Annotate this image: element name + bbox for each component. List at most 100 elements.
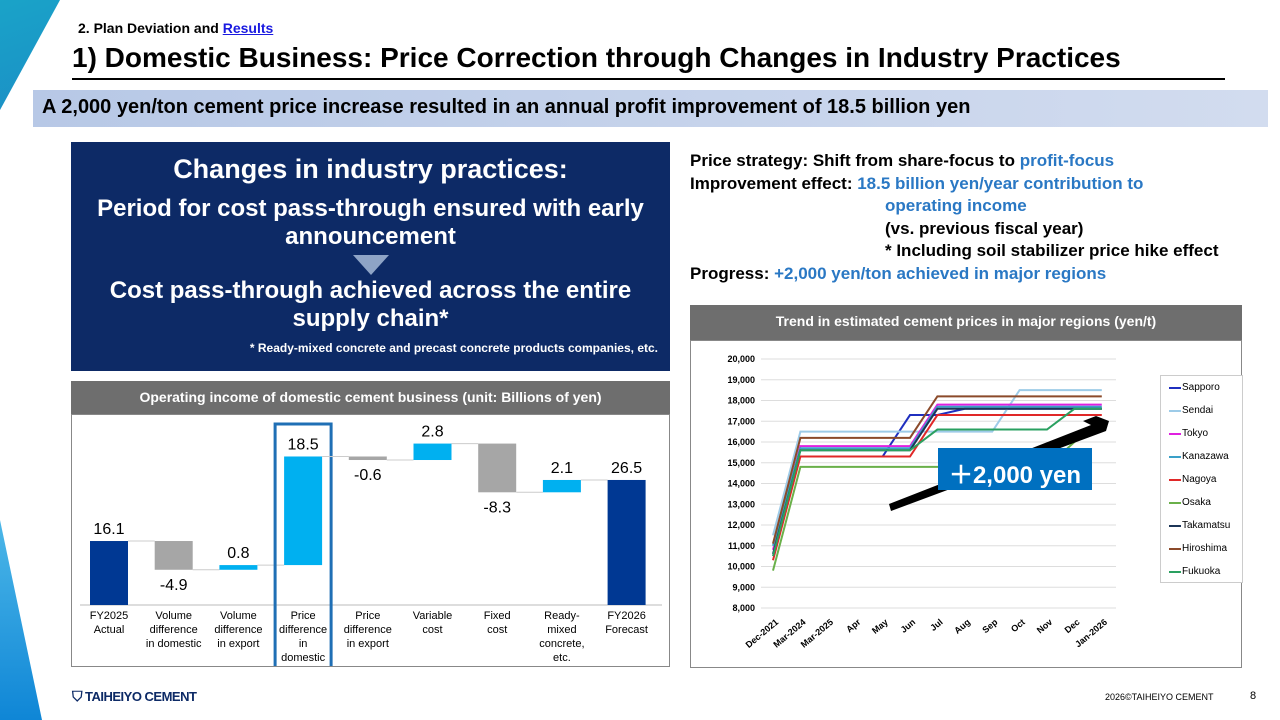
y-tick-label: 19,000 — [727, 375, 755, 385]
legend-label: Takamatsu — [1182, 520, 1231, 531]
effect-value: 18.5 billion yen/year contribution to — [857, 173, 1144, 193]
title-divider — [72, 78, 1225, 80]
legend-swatch — [1169, 524, 1181, 527]
practices-note: * Ready-mixed concrete and precast concr… — [249, 341, 658, 355]
legend-swatch — [1169, 547, 1181, 550]
legend-label: Fukuoka — [1182, 566, 1221, 577]
x-tick-label: Sep — [980, 617, 999, 636]
data-label: 0.8 — [227, 545, 249, 562]
effect-label: Improvement effect: — [690, 173, 858, 193]
legend-item: Sapporo — [1161, 376, 1242, 399]
strategy-label: Price strategy: Shift from share-focus t… — [690, 151, 1020, 170]
practices-line1: Period for cost pass-through ensured wit… — [97, 195, 644, 250]
data-label: 18.5 — [288, 436, 319, 453]
category-label: concrete, — [539, 638, 584, 650]
progress-value: +2,000 yen/ton achieved in major regions — [774, 263, 1107, 283]
category-label: difference — [214, 624, 262, 636]
bar-1 — [154, 541, 193, 570]
category-label: FY2026 — [607, 610, 646, 622]
data-label: -8.3 — [483, 499, 511, 516]
effect-value-cont: operating income — [885, 196, 1027, 215]
x-tick-label: Nov — [1035, 617, 1054, 636]
data-label: 26.5 — [611, 460, 642, 477]
logo-text: TAIHEIYO CEMENT — [85, 689, 197, 704]
industry-practices-box: Changes in industry practices: Period fo… — [71, 142, 670, 371]
line-chart-title: Trend in estimated cement prices in majo… — [690, 305, 1242, 340]
page-title: 1) Domestic Business: Price Correction t… — [72, 42, 1121, 73]
legend-item: Osaka — [1161, 491, 1242, 514]
price-increase-annotation: ＋2,000 yen — [938, 448, 1092, 490]
legend-item: Nagoya — [1161, 468, 1242, 491]
legend-label: Osaka — [1182, 497, 1211, 508]
legend-item: Hiroshima — [1161, 537, 1242, 560]
series-line-hiroshima — [772, 395, 1102, 544]
category-label: in export — [217, 638, 259, 650]
legend-swatch — [1169, 570, 1181, 573]
legend-label: Kanazawa — [1182, 451, 1229, 462]
series-line-kanazawa — [772, 405, 1102, 547]
series-line-nagoya — [772, 414, 1102, 561]
results-link[interactable]: Results — [222, 20, 274, 36]
legend-item: Kanazawa — [1161, 445, 1242, 468]
y-tick-label: 16,000 — [727, 437, 755, 447]
data-label: -4.9 — [160, 577, 188, 594]
line-chart-svg: 8,000 9,000 10,000 11,000 12,000 13,000 14,000… — [727, 354, 1116, 650]
legend-label: Sapporo — [1182, 382, 1220, 393]
waterfall-chart-title: Operating income of domestic cement busi… — [71, 381, 670, 414]
series-line-tokyo — [772, 403, 1102, 551]
category-label: Price — [355, 610, 380, 622]
logo-icon: ⛉ — [72, 688, 83, 704]
bar-7 — [542, 479, 581, 493]
category-label: in — [299, 638, 308, 650]
practices-heading: Changes in industry practices: — [173, 154, 568, 184]
practices-line2: Cost pass-through achieved across the en… — [109, 277, 632, 332]
category-label: mixed — [547, 624, 576, 636]
y-tick-label: 15,000 — [727, 458, 755, 468]
section-breadcrumb: 2. Plan Deviation and Results — [78, 20, 273, 36]
y-tick-label: 13,000 — [727, 499, 755, 509]
category-label: Forecast — [605, 624, 648, 636]
bar-0 — [90, 541, 128, 605]
category-label: in domestic — [146, 638, 202, 650]
legend-swatch — [1169, 386, 1181, 389]
decorative-corner-bottom — [0, 520, 42, 720]
data-label: 2.1 — [551, 460, 573, 477]
category-label: etc. — [553, 652, 571, 664]
category-label: Volume — [220, 610, 257, 622]
bar-5 — [413, 443, 452, 461]
data-label: 16.1 — [93, 521, 124, 538]
category-label: cost — [422, 624, 442, 636]
y-tick-label: 9,000 — [732, 582, 755, 592]
company-logo: ⛉ TAIHEIYO CEMENT — [72, 688, 197, 705]
category-label: difference — [279, 624, 327, 636]
data-label: 2.8 — [421, 424, 443, 441]
y-tick-label: 10,000 — [727, 562, 755, 572]
data-label: -0.6 — [354, 467, 382, 484]
bar-2 — [219, 565, 258, 570]
section-prefix: 2. Plan Deviation and — [78, 20, 223, 36]
x-tick-label: Aug — [952, 617, 972, 636]
legend-item: Sendai — [1161, 399, 1242, 422]
copyright: 2026©TAIHEIYO CEMENT — [1105, 692, 1214, 702]
y-tick-label: 17,000 — [727, 416, 755, 426]
legend-label: Nagoya — [1182, 474, 1217, 485]
category-label: in export — [347, 638, 389, 650]
x-tick-label: Dec — [1063, 617, 1082, 635]
category-label: difference — [150, 624, 198, 636]
strategy-value: profit-focus — [1019, 151, 1115, 170]
waterfall-svg: 16.1 FY2025 Actual -4.9 Volume difference in d… — [80, 422, 662, 670]
legend-label: Sendai — [1182, 405, 1214, 416]
legend-label: Hiroshima — [1182, 543, 1228, 554]
category-label: FY2025 — [90, 610, 129, 622]
category-label: Fixed — [484, 610, 511, 622]
page-number: 8 — [1250, 690, 1257, 702]
y-tick-label: 12,000 — [727, 520, 755, 530]
category-label: Volume — [155, 610, 192, 622]
category-label: Actual — [94, 624, 125, 636]
legend-swatch — [1169, 501, 1181, 504]
legend-swatch — [1169, 432, 1181, 435]
y-tick-label: 14,000 — [727, 479, 755, 489]
waterfall-chart: 16.1 FY2025 Actual -4.9 Volume difference in d… — [71, 414, 670, 670]
series-line-fukuoka — [772, 407, 1102, 557]
bar-3 — [284, 456, 323, 566]
